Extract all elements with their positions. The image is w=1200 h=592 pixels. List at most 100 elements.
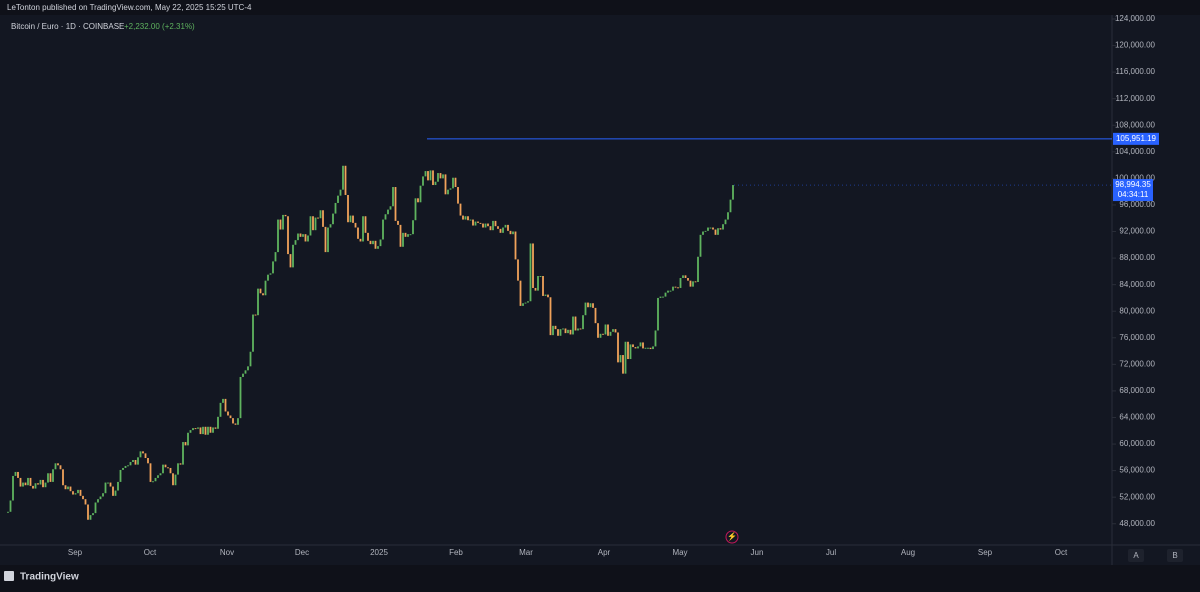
candle bbox=[492, 220, 494, 231]
candle bbox=[577, 328, 579, 331]
candle bbox=[669, 290, 672, 292]
candle bbox=[682, 275, 684, 279]
candle bbox=[369, 240, 372, 245]
candle bbox=[554, 325, 557, 330]
candle bbox=[407, 234, 409, 237]
candle bbox=[267, 274, 269, 281]
candle bbox=[632, 344, 634, 348]
candle bbox=[719, 228, 722, 230]
candle bbox=[552, 325, 554, 336]
candle bbox=[689, 280, 692, 287]
candle bbox=[487, 223, 489, 227]
candle bbox=[174, 474, 177, 486]
candle bbox=[322, 210, 324, 227]
candle bbox=[182, 442, 184, 465]
candle bbox=[452, 177, 454, 189]
candle bbox=[357, 227, 359, 239]
candle bbox=[222, 398, 224, 403]
candle bbox=[574, 316, 577, 331]
candle bbox=[634, 347, 637, 349]
candle bbox=[457, 187, 459, 204]
candle bbox=[422, 176, 424, 186]
candle bbox=[567, 329, 569, 334]
candle bbox=[224, 398, 227, 412]
candle bbox=[274, 252, 277, 262]
auto-scale-button[interactable] bbox=[1128, 549, 1144, 562]
log-scale-button[interactable] bbox=[1167, 549, 1183, 562]
candle bbox=[587, 302, 589, 308]
candle bbox=[302, 234, 304, 237]
candle bbox=[169, 467, 172, 474]
candle bbox=[707, 227, 709, 231]
candle bbox=[259, 288, 262, 294]
candle bbox=[562, 328, 564, 330]
candle bbox=[39, 479, 42, 485]
candle bbox=[509, 230, 512, 235]
price-change: +2,232.00 (+2.31%) bbox=[124, 22, 195, 31]
x-tick-label: Feb bbox=[449, 548, 463, 557]
candle bbox=[384, 214, 387, 220]
candle bbox=[69, 486, 72, 492]
candle bbox=[579, 328, 582, 330]
y-tick-label: 80,000.00 bbox=[1119, 306, 1155, 315]
candle bbox=[459, 203, 462, 216]
candle bbox=[194, 428, 197, 430]
candle bbox=[449, 188, 452, 190]
candle bbox=[44, 482, 47, 488]
event-icon[interactable] bbox=[725, 530, 739, 544]
candle bbox=[52, 469, 54, 482]
candle bbox=[639, 342, 642, 347]
x-tick-label: Jun bbox=[751, 548, 764, 557]
candle bbox=[539, 276, 542, 278]
candle bbox=[702, 231, 704, 235]
candle bbox=[597, 323, 599, 338]
candle bbox=[467, 216, 469, 221]
candle bbox=[7, 511, 9, 513]
candle bbox=[629, 344, 632, 360]
candle bbox=[234, 423, 237, 425]
candle bbox=[374, 240, 377, 249]
candle bbox=[527, 301, 529, 303]
candle bbox=[122, 467, 124, 470]
candle bbox=[649, 347, 652, 350]
candle bbox=[559, 329, 562, 336]
candle bbox=[624, 341, 627, 374]
candle bbox=[542, 276, 544, 296]
candle bbox=[272, 261, 274, 274]
candle bbox=[417, 198, 419, 203]
logo bbox=[4, 571, 14, 581]
y-tick-label: 84,000.00 bbox=[1119, 280, 1155, 289]
candle bbox=[387, 209, 389, 215]
candle bbox=[12, 475, 14, 501]
candle bbox=[619, 355, 622, 363]
candle bbox=[284, 214, 287, 217]
candle bbox=[389, 206, 392, 210]
candle bbox=[82, 495, 84, 500]
candle bbox=[337, 195, 339, 203]
candle bbox=[722, 224, 724, 230]
candle bbox=[534, 287, 537, 291]
candle bbox=[227, 411, 229, 416]
x-tick-label: May bbox=[672, 548, 687, 557]
candle bbox=[547, 294, 549, 298]
candle bbox=[232, 418, 234, 424]
candle bbox=[692, 281, 694, 287]
candle bbox=[524, 302, 527, 304]
y-tick-label: 124,000.00 bbox=[1115, 14, 1156, 23]
candle bbox=[132, 459, 134, 462]
y-tick-label: 48,000.00 bbox=[1119, 519, 1155, 528]
candle bbox=[694, 281, 697, 283]
candle bbox=[37, 483, 39, 485]
candle bbox=[622, 355, 624, 374]
candle bbox=[249, 351, 252, 367]
x-tick-label: Aug bbox=[901, 548, 915, 557]
candle bbox=[197, 427, 199, 429]
candle bbox=[607, 324, 609, 336]
publisher: LeTonton published on TradingView.com, M… bbox=[7, 3, 252, 12]
candle bbox=[414, 198, 417, 221]
candle bbox=[514, 231, 517, 260]
candle bbox=[172, 473, 174, 486]
candle bbox=[724, 219, 727, 225]
candle bbox=[102, 493, 104, 497]
candle bbox=[489, 226, 492, 231]
